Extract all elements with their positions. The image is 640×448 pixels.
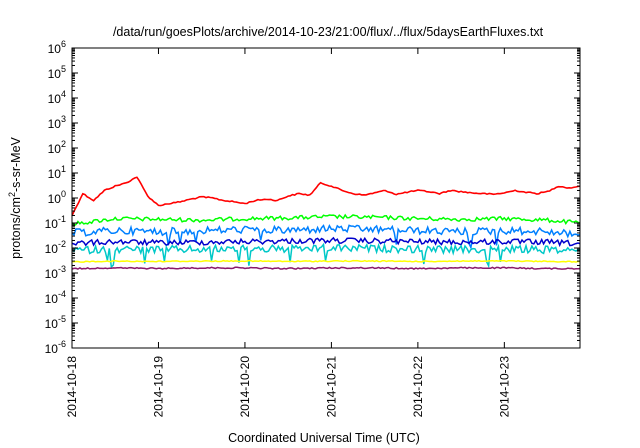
y-tick-label: 10-6 bbox=[45, 339, 66, 356]
y-tick-label: 101 bbox=[48, 164, 66, 181]
x-axis: 2014-10-18 2014-10-19 2014-10-20 2014-10-21… bbox=[65, 48, 511, 417]
series-line-1 bbox=[71, 213, 581, 227]
x-tick-label: 2014-10-20 bbox=[238, 356, 252, 418]
y-tick-label-base: 10 bbox=[48, 167, 62, 181]
chart-title: /data/run/goesPlots/archive/2014-10-23/2… bbox=[113, 25, 544, 39]
y-tick-label: 10-3 bbox=[45, 264, 66, 281]
y-tick-label: 102 bbox=[48, 139, 66, 156]
y-axis-label: protons/cm2-s-sr-MeV bbox=[7, 136, 23, 258]
x-tick-label: 2014-10-23 bbox=[497, 356, 511, 418]
x-tick-label: 2014-10-22 bbox=[411, 356, 425, 418]
series-line-6 bbox=[71, 266, 581, 271]
series-layer bbox=[71, 176, 581, 271]
y-tick-label-exp: -4 bbox=[58, 289, 66, 299]
series-line-4 bbox=[71, 242, 581, 269]
y-tick-label-base: 10 bbox=[45, 242, 59, 256]
y-tick-label-base: 10 bbox=[45, 317, 59, 331]
y-tick-label: 103 bbox=[48, 114, 66, 131]
y-tick-label-exp: -3 bbox=[58, 264, 66, 274]
y-tick-label: 105 bbox=[48, 64, 66, 81]
y-tick-label-base: 10 bbox=[48, 92, 62, 106]
y-axis-label-sup: 2 bbox=[7, 192, 17, 197]
y-tick-label-base: 10 bbox=[45, 217, 59, 231]
series-line-0 bbox=[71, 176, 581, 217]
y-tick-label-exp: 2 bbox=[61, 139, 66, 149]
x-axis-label: Coordinated Universal Time (UTC) bbox=[228, 431, 420, 445]
y-tick-label-base: 10 bbox=[48, 67, 62, 81]
y-tick-label-exp: -6 bbox=[58, 339, 66, 349]
y-tick-label-exp: 4 bbox=[61, 89, 66, 99]
y-tick-label-exp: 1 bbox=[61, 164, 66, 174]
y-tick-label-base: 10 bbox=[48, 117, 62, 131]
series-line-2 bbox=[71, 224, 581, 250]
y-tick-label: 10-1 bbox=[45, 214, 66, 231]
y-tick-label-base: 10 bbox=[48, 142, 62, 156]
series-line-5 bbox=[71, 259, 581, 263]
y-tick-label-exp: -1 bbox=[58, 214, 66, 224]
y-tick-label-base: 10 bbox=[45, 342, 59, 356]
y-tick-label-exp: 6 bbox=[61, 39, 66, 49]
y-tick-label-exp: 0 bbox=[61, 189, 66, 199]
y-axis-label-base: protons/cm bbox=[9, 197, 23, 259]
x-tick-label: 2014-10-21 bbox=[324, 356, 338, 418]
y-tick-label-base: 10 bbox=[48, 192, 62, 206]
y-tick-label-exp: -5 bbox=[58, 314, 66, 324]
y-tick-label: 106 bbox=[48, 39, 66, 56]
y-tick-label: 10-5 bbox=[45, 314, 66, 331]
y-tick-label: 100 bbox=[48, 189, 66, 206]
y-axis: 10-610-510-410-310-210-11001011021031041… bbox=[45, 39, 580, 356]
y-tick-label: 10-4 bbox=[45, 289, 66, 306]
y-axis-label-tail: -s-sr-MeV bbox=[9, 136, 23, 192]
y-tick-label: 10-2 bbox=[45, 239, 66, 256]
y-tick-label: 104 bbox=[48, 89, 66, 106]
y-tick-label-base: 10 bbox=[48, 42, 62, 56]
y-tick-label-exp: -2 bbox=[58, 239, 66, 249]
y-tick-label-base: 10 bbox=[45, 292, 59, 306]
x-tick-label: 2014-10-19 bbox=[151, 356, 165, 418]
plot-frame bbox=[71, 47, 581, 349]
y-tick-label-exp: 5 bbox=[61, 64, 66, 74]
y-tick-label-exp: 3 bbox=[61, 114, 66, 124]
y-tick-label-base: 10 bbox=[45, 267, 59, 281]
series-line-3 bbox=[71, 236, 581, 248]
x-tick-label: 2014-10-18 bbox=[65, 356, 79, 418]
